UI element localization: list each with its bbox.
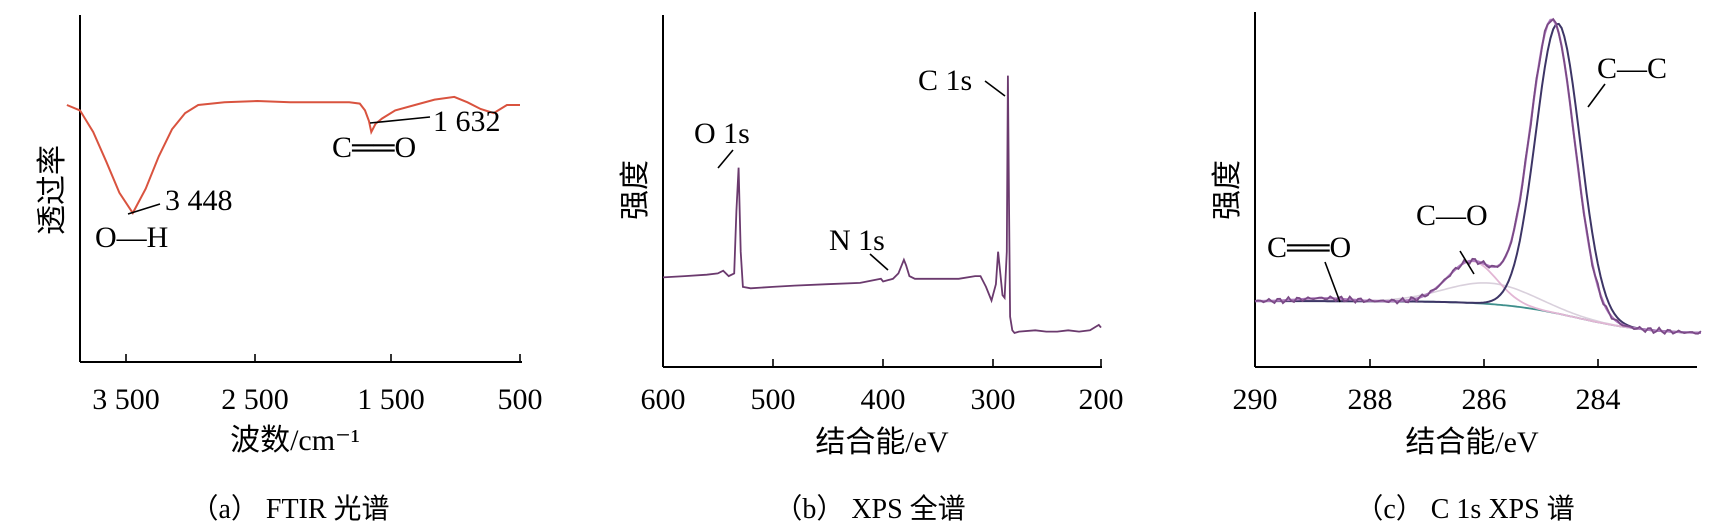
xps-o1s-leader — [717, 149, 734, 169]
c1s-y-label: 强度 — [1211, 160, 1244, 220]
c1s-caption: （c） C 1s XPS 谱 — [1355, 493, 1574, 525]
xps-tick-label-300: 300 — [971, 383, 1016, 416]
xps-n1s-leader — [869, 253, 889, 271]
ftir-tick-label-2500: 2 500 — [221, 383, 289, 416]
ftir-y-label: 透过率 — [36, 145, 69, 235]
xps-y-label: 强度 — [619, 160, 652, 220]
c1s-tick-label-284: 284 — [1576, 383, 1621, 416]
c1s-coo-label: C══O — [1267, 231, 1351, 264]
ftir-co-wavenumber: 1 632 — [433, 105, 501, 138]
c1s-coo-component-line — [1255, 282, 1701, 334]
c1s-x-label: 结合能/eV — [1405, 426, 1539, 459]
ftir-oh-wavenumber: 3 448 — [165, 184, 233, 217]
c1s-envelope-line — [1254, 17, 1702, 335]
c1s-cc-label: C—C — [1597, 52, 1667, 85]
ftir-x-label: 波数/cm⁻¹ — [230, 424, 360, 457]
panel-xps-survey: 600 500 400 300 200 结合能/eV 强度 O 1s N 1s … — [619, 15, 1124, 525]
ftir-tick-label-3500: 3 500 — [92, 383, 160, 416]
c1s-coo-leader — [1324, 261, 1341, 303]
ftir-tick-label-1500: 1 500 — [357, 383, 425, 416]
c1s-co-label: C—O — [1416, 199, 1488, 232]
ftir-co-label: C══O — [332, 131, 416, 164]
c1s-tick-label-286: 286 — [1462, 383, 1507, 416]
xps-tick-label-400: 400 — [861, 383, 906, 416]
xps-c1s-leader — [984, 80, 1006, 97]
c1s-co-leader — [1459, 250, 1475, 275]
xps-x-label: 结合能/eV — [815, 426, 949, 459]
ftir-caption: （a） FTIR 光谱 — [190, 493, 389, 525]
ftir-oh-label: O—H — [95, 221, 168, 254]
xps-survey-line — [662, 75, 1102, 335]
ftir-oh-leader — [127, 203, 161, 215]
ftir-co-leader — [369, 116, 431, 124]
ftir-tick-label-500: 500 — [498, 383, 543, 416]
xps-tick-label-500: 500 — [751, 383, 796, 416]
panel-c1s: 290 288 286 284 结合能/eV 强度 C—C C—O C══O （… — [1211, 12, 1702, 525]
c1s-tick-label-288: 288 — [1348, 383, 1393, 416]
xps-tick-label-200: 200 — [1079, 383, 1124, 416]
c1s-cc-leader — [1587, 83, 1606, 108]
xps-n1s-label: N 1s — [829, 224, 885, 257]
xps-c1s-label: C 1s — [918, 64, 972, 97]
ftir-spectrum-line — [66, 95, 520, 215]
xps-caption: （b） XPS 全谱 — [774, 493, 965, 525]
panel-ftir: 3 500 2 500 1 500 500 波数/cm⁻¹ 透过率 3 448 … — [36, 15, 543, 525]
c1s-tick-label-290: 290 — [1233, 383, 1278, 416]
xps-tick-label-600: 600 — [641, 383, 686, 416]
c1s-cc-component-line — [1255, 22, 1701, 334]
xps-o1s-label: O 1s — [694, 117, 750, 150]
